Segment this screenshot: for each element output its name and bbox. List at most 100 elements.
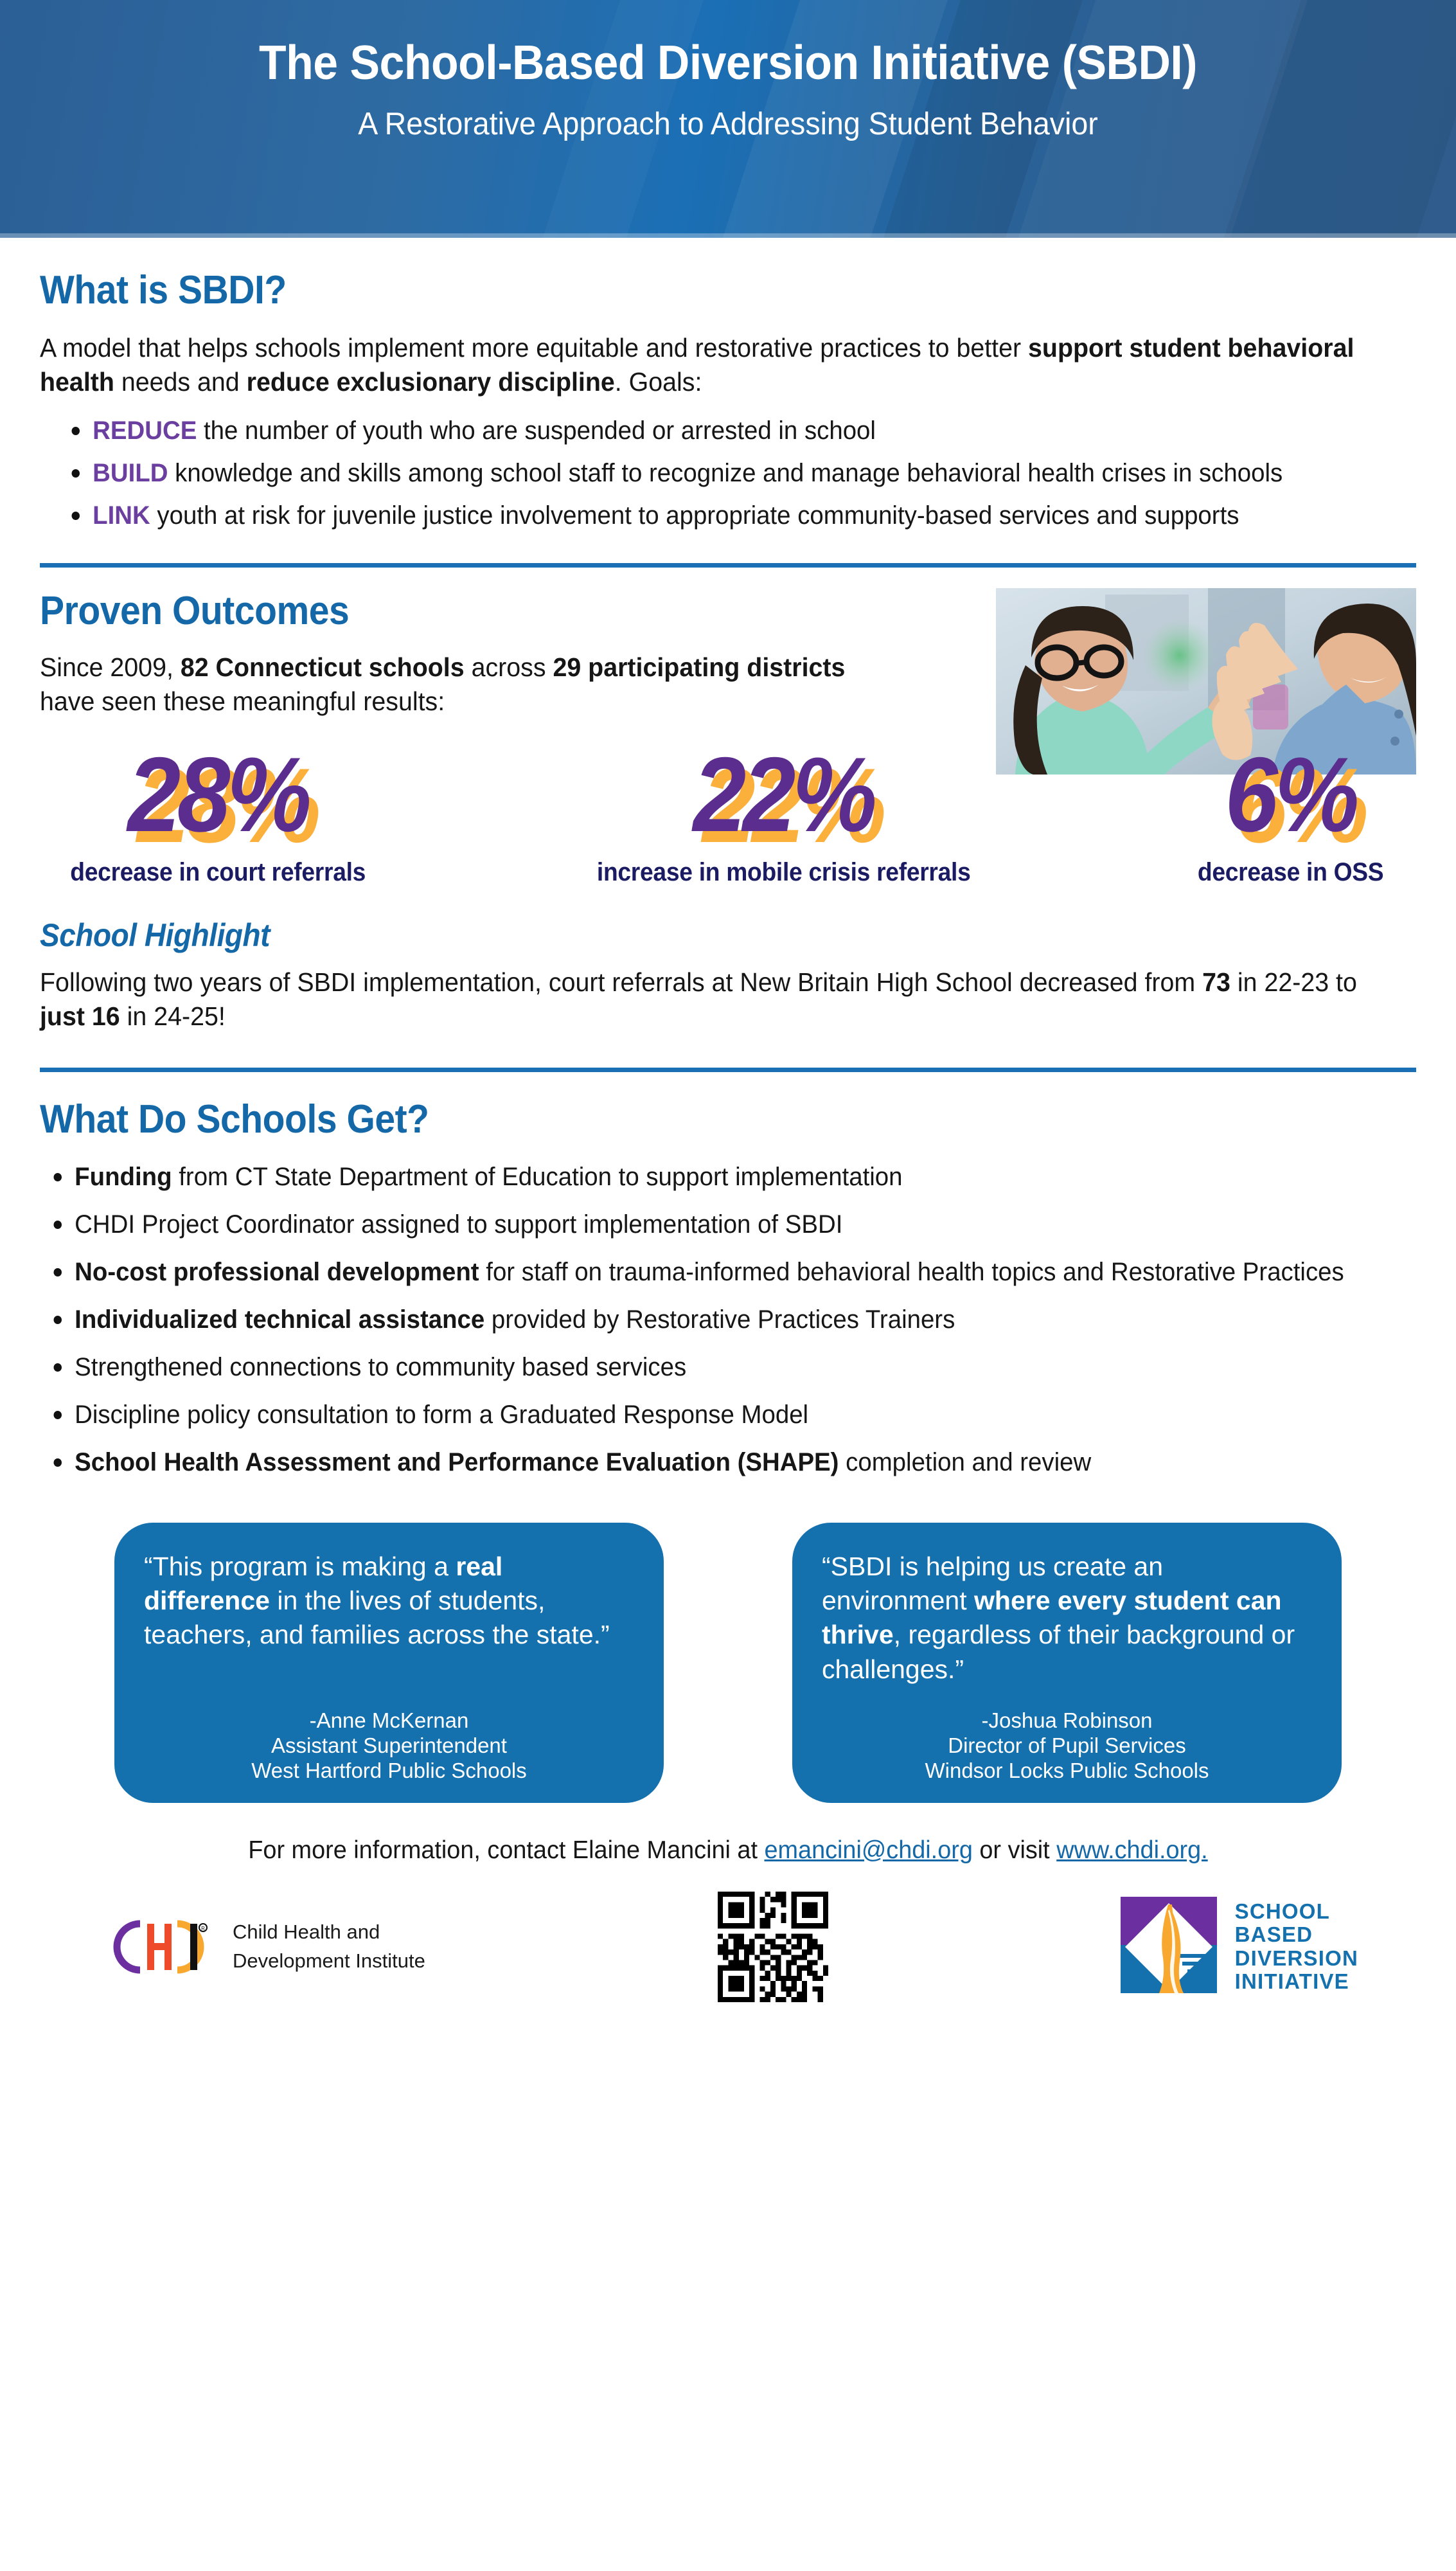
item-text: Strengthened connections to community ba… xyxy=(75,1352,687,1381)
sbdi-logo-line-4: INITIATIVE xyxy=(1234,1969,1349,1994)
stat-label: increase in mobile crisis referrals xyxy=(596,858,971,887)
testimonial-role: Assistant Superintendent xyxy=(271,1733,507,1757)
schools-get-list: Funding from CT State Department of Educ… xyxy=(40,1160,1416,1479)
section-divider xyxy=(40,562,1416,568)
header-bottom-rule xyxy=(0,233,1456,238)
item-text: Discipline policy consultation to form a… xyxy=(75,1400,809,1429)
stat-card: 22% increase in mobile crisis referrals xyxy=(583,742,984,887)
page-title: The School-Based Diversion Initiative (S… xyxy=(258,35,1198,89)
outcomes-bold-2: 29 participating districts xyxy=(553,652,846,682)
list-item: No-cost professional development for sta… xyxy=(46,1255,1362,1289)
email-link[interactable]: emancini@chdi.org xyxy=(764,1836,973,1864)
highlight-text-part-1: Following two years of SBDI implementati… xyxy=(40,967,1203,998)
list-item: LINK youth at risk for juvenile justice … xyxy=(64,499,1362,532)
svg-text:R: R xyxy=(201,1926,205,1931)
contact-text-part-2: or visit xyxy=(972,1836,1057,1864)
item-text: for staff on trauma-informed behavioral … xyxy=(479,1257,1344,1286)
chdi-logo: R Child Health and Development Institute xyxy=(111,1918,425,1976)
item-text: CHDI Project Coordinator assigned to sup… xyxy=(75,1210,843,1239)
testimonial-org: Windsor Locks Public Schools xyxy=(925,1758,1209,1782)
goal-text: youth at risk for juvenile justice invol… xyxy=(150,501,1239,530)
highlight-bold-1: 73 xyxy=(1202,967,1230,998)
sbdi-logo-text: SCHOOL BASED DIVERSION INITIATIVE xyxy=(1234,1899,1358,1994)
stat-value: 22% xyxy=(693,735,877,854)
item-bold: No-cost professional development xyxy=(75,1257,479,1286)
chdi-monogram-icon: R xyxy=(111,1920,218,1974)
goal-text: knowledge and skills among school staff … xyxy=(168,458,1283,487)
sbdi-logo-line-3: DIVERSION xyxy=(1234,1946,1358,1970)
outcomes-bold-1: 82 Connecticut schools xyxy=(180,652,465,682)
testimonial-org: West Hartford Public Schools xyxy=(251,1758,527,1782)
section-heading-what-do-schools-get: What Do Schools Get? xyxy=(40,1097,429,1142)
list-item: School Health Assessment and Performance… xyxy=(46,1446,1362,1479)
testimonial-quote: “SBDI is helping us create an environmen… xyxy=(822,1550,1312,1687)
chdi-logo-text: Child Health and Development Institute xyxy=(233,1918,425,1976)
testimonials-row: “This program is making a real differenc… xyxy=(40,1522,1416,1803)
sbdi-logo-line-1: SCHOOL xyxy=(1234,1899,1331,1924)
page-header: The School-Based Diversion Initiative (S… xyxy=(0,0,1456,238)
sbdi-logo-line-2: BASED xyxy=(1234,1922,1313,1947)
testimonial-card: “SBDI is helping us create an environmen… xyxy=(792,1522,1342,1803)
stat-label: decrease in court referrals xyxy=(70,858,366,887)
item-text: completion and review xyxy=(839,1447,1092,1476)
stat-value: 28% xyxy=(127,735,312,854)
intro-text-part-3: . Goals: xyxy=(614,367,702,397)
quote-part-2: in the lives of students, teachers, and … xyxy=(144,1586,610,1650)
outcomes-text-part-1: Since 2009, xyxy=(40,652,181,682)
quote-part-1: “SBDI is helping us create an environmen… xyxy=(822,1551,1163,1616)
item-bold: Individualized technical assistance xyxy=(75,1305,485,1334)
section-divider xyxy=(40,1067,1416,1072)
quote-bold-1: real difference xyxy=(144,1551,503,1616)
proven-outcomes-section: Proven Outcomes Since 2009, 82 Connectic… xyxy=(40,587,1416,888)
goal-text: the number of youth who are suspended or… xyxy=(197,416,876,445)
item-bold: School Health Assessment and Performance… xyxy=(75,1447,839,1476)
goal-keyword: BUILD xyxy=(93,458,168,487)
contact-text-part-1: For more information, contact Elaine Man… xyxy=(248,1836,765,1864)
intro-text-part-1: A model that helps schools implement mor… xyxy=(40,333,1029,363)
contact-line: For more information, contact Elaine Man… xyxy=(60,1836,1396,1865)
testimonial-name: -Anne McKernan xyxy=(309,1708,469,1732)
section-heading-what-is-sbdi: What is SBDI? xyxy=(40,268,287,312)
stat-card: 28% decrease in court referrals xyxy=(59,742,377,887)
section-heading-school-highlight: School Highlight xyxy=(40,917,271,954)
list-item: Strengthened connections to community ba… xyxy=(46,1350,1362,1384)
what-is-sbdi-intro: A model that helps schools implement mor… xyxy=(40,331,1361,400)
list-item: BUILD knowledge and skills among school … xyxy=(64,456,1362,490)
goal-keyword: REDUCE xyxy=(93,416,197,445)
testimonial-card: “This program is making a real differenc… xyxy=(114,1522,664,1803)
intro-bold-2: reduce exclusionary discipline xyxy=(246,367,615,397)
highlight-text-part-3: in 24-25! xyxy=(120,1001,226,1032)
sbdi-logo: SCHOOL BASED DIVERSION INITIATIVE xyxy=(1120,1897,1358,1996)
chdi-logo-line-2: Development Institute xyxy=(233,1949,425,1972)
list-item: Funding from CT State Department of Educ… xyxy=(46,1160,1362,1194)
list-item: Discipline policy consultation to form a… xyxy=(46,1398,1362,1431)
highlight-bold-2: just 16 xyxy=(40,1001,120,1032)
outcome-stats-row: 28% decrease in court referrals 22% incr… xyxy=(40,742,1416,887)
item-text: provided by Restorative Practices Traine… xyxy=(484,1305,955,1334)
quote-part-2: , regardless of their background or chal… xyxy=(822,1620,1295,1684)
chdi-logo-line-1: Child Health and xyxy=(233,1920,380,1943)
intro-text-part-2: needs and xyxy=(114,367,247,397)
testimonial-attribution: -Joshua Robinson Director of Pupil Servi… xyxy=(822,1687,1312,1784)
testimonial-name: -Joshua Robinson xyxy=(981,1708,1153,1732)
sbdi-goals-list: REDUCE the number of youth who are suspe… xyxy=(40,414,1416,532)
outcomes-text-part-2: across xyxy=(464,652,553,682)
highlight-text-part-2: in 22-23 to xyxy=(1230,967,1357,998)
sbdi-diamond-path-icon xyxy=(1120,1897,1217,1996)
school-highlight-text: Following two years of SBDI implementati… xyxy=(40,965,1361,1034)
quote-bold-1: where every student can thrive xyxy=(822,1586,1282,1650)
website-link[interactable]: www.chdi.org. xyxy=(1056,1836,1208,1864)
qr-code-icon[interactable] xyxy=(717,1891,828,2002)
section-heading-proven-outcomes: Proven Outcomes xyxy=(40,588,350,633)
proven-outcomes-intro: Since 2009, 82 Connecticut schools acros… xyxy=(40,650,891,719)
item-text: from CT State Department of Education to… xyxy=(172,1162,903,1191)
quote-part-1: “This program is making a xyxy=(144,1551,456,1581)
stat-label: decrease in OSS xyxy=(1197,858,1384,887)
testimonial-attribution: -Anne McKernan Assistant Superintendent … xyxy=(144,1687,634,1784)
outcomes-text-part-3: have seen these meaningful results: xyxy=(40,686,445,716)
item-bold: Funding xyxy=(75,1162,172,1191)
testimonial-quote: “This program is making a real differenc… xyxy=(144,1550,634,1653)
list-item: CHDI Project Coordinator assigned to sup… xyxy=(46,1208,1362,1241)
list-item: Individualized technical assistance prov… xyxy=(46,1303,1362,1336)
